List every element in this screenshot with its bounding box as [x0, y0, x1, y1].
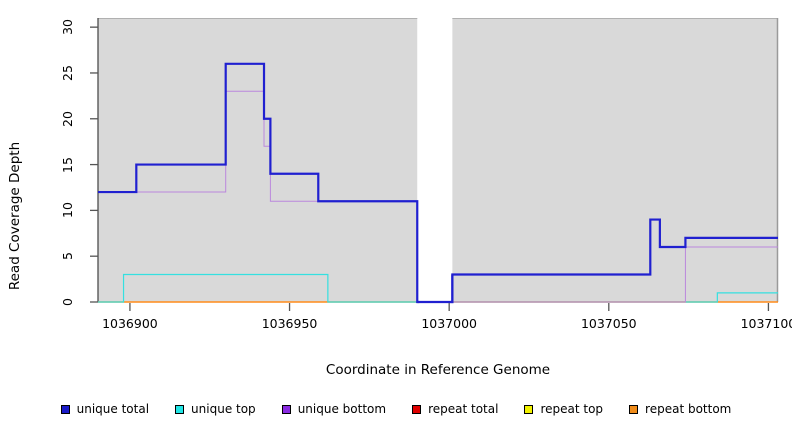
- y-tick-label: 20: [60, 110, 75, 127]
- series-line: [98, 273, 778, 303]
- legend-item-label: unique top: [191, 402, 256, 416]
- x-tick-label: 1036900: [102, 316, 158, 331]
- legend-item[interactable]: repeat top: [524, 402, 603, 416]
- legend-item[interactable]: unique total: [60, 402, 150, 416]
- x-tick-label: 1036950: [261, 316, 318, 331]
- legend-swatch-icon: [60, 404, 70, 414]
- legend-swatch-icon: [524, 404, 534, 414]
- y-tick-label: 30: [60, 19, 75, 36]
- y-tick-label: 5: [60, 252, 75, 261]
- legend-swatch-icon: [281, 404, 291, 414]
- chart-legend: unique total unique top unique bottom repea…: [0, 396, 792, 422]
- legend-item-label: repeat top: [540, 402, 604, 416]
- legend-item[interactable]: unique bottom: [281, 402, 387, 416]
- y-tick-label: 15: [60, 156, 75, 173]
- series-unique-top: [98, 273, 778, 303]
- legend-item-label: repeat total: [428, 402, 499, 416]
- legend-item-label: unique bottom: [297, 402, 387, 416]
- series-line: [98, 62, 778, 304]
- x-axis-title: Coordinate in Reference Genome: [325, 362, 551, 378]
- legend-swatch-icon: [175, 404, 185, 414]
- legend-swatch-icon: [412, 404, 422, 414]
- plot-panel-background: [452, 18, 778, 302]
- series-gap-connector: [450, 274, 454, 304]
- x-tick-label: 1037050: [580, 316, 637, 331]
- y-tick-label: 25: [60, 65, 75, 81]
- series-unique-total: [98, 62, 778, 304]
- y-tick-label: 10: [60, 202, 75, 219]
- plot-panel-background: [98, 18, 418, 302]
- x-tick-label: 1037000: [421, 316, 477, 331]
- legend-item[interactable]: repeat total: [412, 402, 498, 416]
- legend-item[interactable]: unique top: [175, 402, 256, 416]
- x-tick-label: 1037100: [740, 316, 792, 331]
- y-tick-label: 0: [60, 298, 75, 306]
- plot-canvas: [90, 18, 779, 311]
- legend-item-label: repeat bottom: [645, 402, 732, 416]
- legend-item[interactable]: repeat bottom: [629, 402, 731, 416]
- legend-swatch-icon: [629, 404, 639, 414]
- legend-item-label: unique total: [76, 402, 150, 416]
